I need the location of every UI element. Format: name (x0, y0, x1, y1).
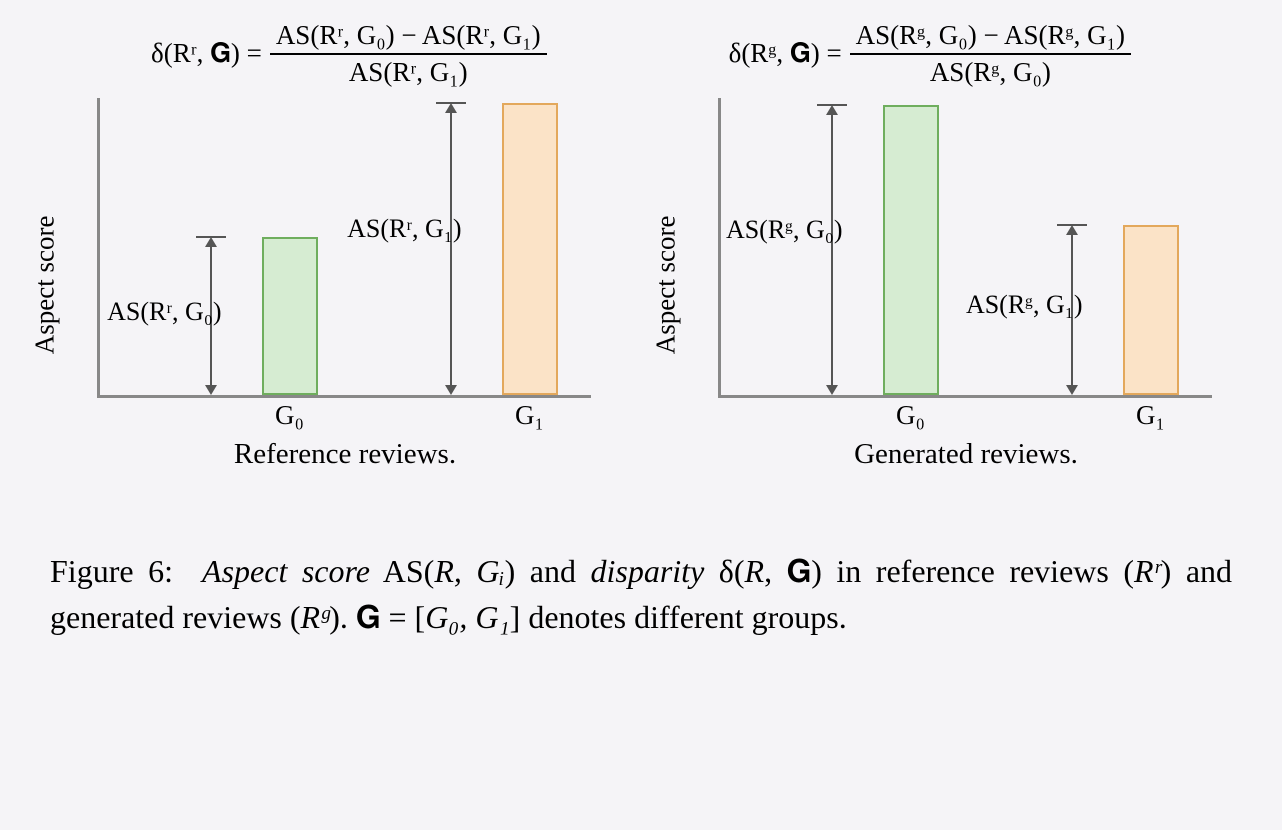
caption-t6i: G₀, G₁ (425, 599, 509, 635)
formula-left-frac: AS(Rʳ, G₀) − AS(Rʳ, G₁) AS(Rʳ, G₁) (270, 20, 547, 88)
bar (1123, 225, 1179, 395)
formula-left: δ(Rʳ, 𝐆) = AS(Rʳ, G₀) − AS(Rʳ, G₁) AS(Rʳ… (151, 20, 547, 88)
arrow-label: AS(Rᵍ, G₁) (966, 290, 1083, 320)
formula-right-den: AS(Rᵍ, G₀) (924, 55, 1057, 88)
arrow: AS(Rʳ, G₁) (450, 103, 452, 395)
caption-t2: AS( (370, 553, 434, 589)
chart-left-plot: AS(Rʳ, G₀)G₀AS(Rʳ, G₁)G₁Reference review… (97, 98, 591, 398)
formula-right-num: AS(Rᵍ, G₀) − AS(Rᵍ, G₁) (850, 20, 1131, 55)
bar (883, 105, 939, 395)
arrow-label: AS(Rᵍ, G₀) (726, 215, 843, 245)
charts-row: Aspect score AS(Rʳ, G₀)G₀AS(Rʳ, G₁)G₁Ref… (40, 98, 1242, 478)
xtick-label: G₁ (515, 400, 544, 431)
caption-t3i: disparity (590, 553, 704, 589)
arrow-label: AS(Rʳ, G₁) (347, 214, 461, 244)
caption-t1: Aspect score (202, 553, 370, 589)
formula-left-den: AS(Rʳ, G₁) (343, 55, 474, 88)
caption-t4i: R (745, 553, 765, 589)
formula-right: δ(Rᵍ, 𝐆) = AS(Rᵍ, G₀) − AS(Rᵍ, G₁) AS(Rᵍ… (729, 20, 1131, 88)
caption-fignum: Figure 6: (50, 553, 173, 589)
chart-xlabel: Generated reviews. (721, 438, 1212, 471)
formula-right-frac: AS(Rᵍ, G₀) − AS(Rᵍ, G₁) AS(Rᵍ, G₀) (850, 20, 1131, 88)
chart-left: Aspect score AS(Rʳ, G₀)G₀AS(Rʳ, G₁)G₁Ref… (51, 98, 611, 478)
caption-t4i2: Rʳ (1134, 553, 1161, 589)
bar (262, 237, 318, 395)
figure-container: δ(Rʳ, 𝐆) = AS(Rʳ, G₀) − AS(Rʳ, G₁) AS(Rʳ… (40, 20, 1242, 641)
formula-right-lhs: δ(Rᵍ, 𝐆) = (729, 38, 842, 70)
arrow: AS(Rᵍ, G₁) (1071, 225, 1073, 395)
xtick-label: G₀ (896, 400, 925, 431)
chart-right-ylabel: Aspect score (650, 216, 681, 355)
xtick-label: G₀ (275, 400, 304, 431)
arrow: AS(Rʳ, G₀) (210, 237, 212, 395)
arrow: AS(Rᵍ, G₀) (831, 105, 833, 395)
chart-left-ylabel: Aspect score (29, 216, 60, 355)
caption-t4: δ( (704, 553, 744, 589)
chart-right-plot: AS(Rᵍ, G₀)G₀AS(Rᵍ, G₁)G₁Generated review… (718, 98, 1212, 398)
arrow-label: AS(Rʳ, G₀) (107, 297, 221, 327)
chart-right: Aspect score AS(Rᵍ, G₀)G₀AS(Rᵍ, G₁)G₁Gen… (672, 98, 1232, 478)
formula-left-lhs: δ(Rʳ, 𝐆) = (151, 38, 262, 70)
caption-t6: ). 𝐆 = [ (329, 599, 425, 635)
bar (502, 103, 558, 395)
figure-caption: Figure 6: Aspect score AS(R, Gᵢ) and dis… (40, 548, 1242, 641)
caption-t3: ) and (505, 553, 591, 589)
xtick-label: G₁ (1136, 400, 1165, 431)
formula-left-num: AS(Rʳ, G₀) − AS(Rʳ, G₁) (270, 20, 547, 55)
caption-t4b: , 𝐆) in reference reviews ( (764, 553, 1134, 589)
caption-t2i: R, Gᵢ (434, 553, 504, 589)
caption-t5i: Rᵍ (301, 599, 330, 635)
chart-xlabel: Reference reviews. (100, 438, 591, 471)
caption-t7: ] denotes different groups. (510, 599, 847, 635)
formula-row: δ(Rʳ, 𝐆) = AS(Rʳ, G₀) − AS(Rʳ, G₁) AS(Rʳ… (40, 20, 1242, 88)
